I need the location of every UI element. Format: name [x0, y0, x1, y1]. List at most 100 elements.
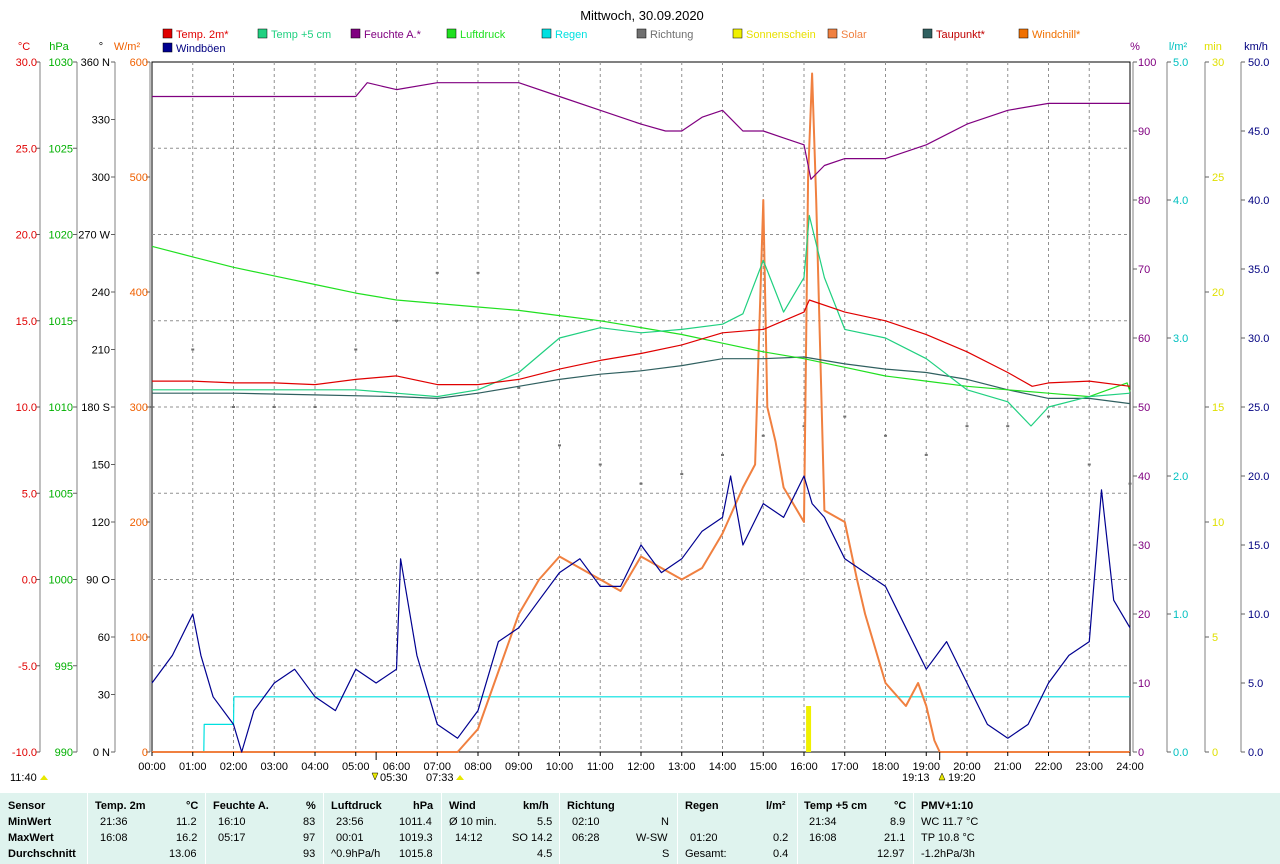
- rain-max-value: 0.2: [773, 832, 789, 844]
- wind-tick-label: 45.0: [1248, 126, 1269, 138]
- sunset-arrow-icon: [938, 772, 946, 781]
- richtung-point: [558, 444, 561, 447]
- pressure-min-time: 23:56: [336, 816, 364, 828]
- rain-tick-label: 2.0: [1173, 471, 1188, 483]
- temp-tick-label: 30.0: [16, 57, 37, 69]
- pressure-header: Luftdruck: [331, 800, 382, 812]
- solar-tick-label: 600: [130, 57, 148, 69]
- sunshine-tick-label: 25: [1212, 172, 1224, 184]
- wind-max-time: 14:12: [455, 832, 483, 844]
- temp-tick-label: 0.0: [22, 575, 37, 587]
- x-tick-label: 11:00: [587, 761, 614, 773]
- temp2m-unit: °C: [186, 800, 199, 812]
- humidity-tick-label: 20: [1138, 609, 1150, 621]
- direction-tick-label: 300: [92, 172, 110, 184]
- pressure-tick-label: 1015: [49, 316, 73, 328]
- pressure-max-time: 00:01: [336, 832, 364, 844]
- legend-label: Temp. 2m*: [176, 29, 229, 41]
- richtung-point: [1087, 463, 1091, 466]
- temp-tick-label: 15.0: [16, 316, 37, 328]
- richtung-point: [1006, 425, 1010, 428]
- pmv-header: PMV+1:10: [921, 800, 974, 812]
- civil-start-label: 07:33: [426, 772, 454, 784]
- sun-markers: 11:40 05:30 07:33 19:13 19:20: [10, 752, 976, 784]
- x-tick-label: 09:00: [505, 761, 533, 773]
- direction-tick-label: 30: [98, 690, 110, 702]
- wind-tick-label: 20.0: [1248, 471, 1269, 483]
- richtung-point: [517, 386, 521, 389]
- direction-tick-label: 360 N: [81, 57, 110, 69]
- sunshine-tick-label: 30: [1212, 57, 1224, 69]
- temp5cm-min-time: 21:34: [809, 816, 837, 828]
- richtung-point: [843, 415, 847, 418]
- direction-avg-value: S: [662, 848, 670, 860]
- direction-tick-label: 90 O: [86, 575, 110, 587]
- separator: [913, 793, 914, 864]
- direction-tick-label: 180 S: [81, 402, 110, 414]
- temp-tick-label: 10.0: [16, 402, 37, 414]
- row-label-avg: Durchschnitt: [8, 848, 76, 860]
- pressure-tick-label: 1025: [49, 143, 73, 155]
- solar-tick-label: 400: [130, 287, 148, 299]
- richtung-point: [476, 271, 480, 274]
- row-label-min: MinWert: [8, 816, 52, 828]
- solar-tick-label: 300: [130, 402, 148, 414]
- pressure-max-value: 1019.3: [399, 832, 433, 844]
- wind-tick-label: 35.0: [1248, 264, 1269, 276]
- pmv-windchill: WC 11.7 °C: [921, 816, 979, 828]
- sunshine-tick-label: 10: [1212, 517, 1224, 529]
- rain-tick-label: 0.0: [1173, 747, 1188, 759]
- separator: [87, 793, 88, 864]
- pressure-tick-label: 995: [55, 661, 73, 673]
- direction-min-value: N: [661, 816, 669, 828]
- legend-swatch: [922, 28, 933, 39]
- legend-swatch: [257, 28, 268, 39]
- temp5cm-unit: °C: [894, 800, 907, 812]
- separator: [205, 793, 206, 864]
- legend-label: Solar: [841, 29, 867, 41]
- temp2m-min-value: 11.2: [176, 816, 197, 828]
- direction-tick-label: 150: [92, 460, 110, 472]
- richtung-point: [680, 473, 684, 476]
- separator: [441, 793, 442, 864]
- solar-tick-label: 200: [130, 517, 148, 529]
- pressure-tick-label: 1000: [49, 575, 73, 587]
- separator: [797, 793, 798, 864]
- humidity-header: Feuchte A.: [213, 800, 269, 812]
- temp-tick-label: 5.0: [22, 488, 37, 500]
- richtung-point: [761, 434, 765, 437]
- legend-swatch: [1018, 28, 1029, 39]
- direction-tick-label: 210: [92, 345, 110, 357]
- direction-max-time: 06:28: [572, 832, 600, 844]
- temp2m-avg-value: 13.06: [169, 848, 197, 860]
- rain-unit: l/m²: [766, 800, 786, 812]
- wind-avg10-label: Ø 10 min.: [449, 816, 497, 828]
- x-tick-label: 02:00: [220, 761, 248, 773]
- sunshine-tick-label: 5: [1212, 632, 1218, 644]
- solar-tick-label: 0: [142, 747, 148, 759]
- rain-total-label: Gesamt:: [685, 848, 727, 860]
- legend-swatch: [541, 28, 552, 39]
- humidity-tick-label: 30: [1138, 540, 1150, 552]
- direction-max-value: W-SW: [636, 832, 668, 844]
- pressure-tick-label: 1020: [49, 230, 73, 242]
- x-tick-label: 18:00: [872, 761, 900, 773]
- rain-tick-label: 5.0: [1173, 57, 1188, 69]
- x-tick-label: 12:00: [627, 761, 655, 773]
- sonnenschein-bar: [806, 706, 812, 752]
- rain-total-value: 0.4: [773, 848, 789, 860]
- x-tick-label: 17:00: [831, 761, 859, 773]
- temp2m-min-time: 21:36: [100, 816, 128, 828]
- x-tick-label: 07:00: [423, 761, 451, 773]
- x-tick-label: 10:00: [546, 761, 574, 773]
- axes: °C 30.0 25.0 20.0 15.0 10.0 5.0 0.0 -5.0 -10.0 hPa…: [12, 41, 1270, 759]
- sensor-header: Sensor: [8, 800, 46, 812]
- temp2m-max-time: 16:08: [100, 832, 128, 844]
- legend-swatch: [350, 28, 361, 39]
- wind-avg-value: 4.5: [537, 848, 553, 860]
- x-tick-label: 06:00: [383, 761, 411, 773]
- legend-label: Taupunkt*: [936, 29, 986, 41]
- richtung-point: [354, 348, 358, 351]
- separator: [677, 793, 678, 864]
- legend-label: Windchill*: [1032, 29, 1081, 41]
